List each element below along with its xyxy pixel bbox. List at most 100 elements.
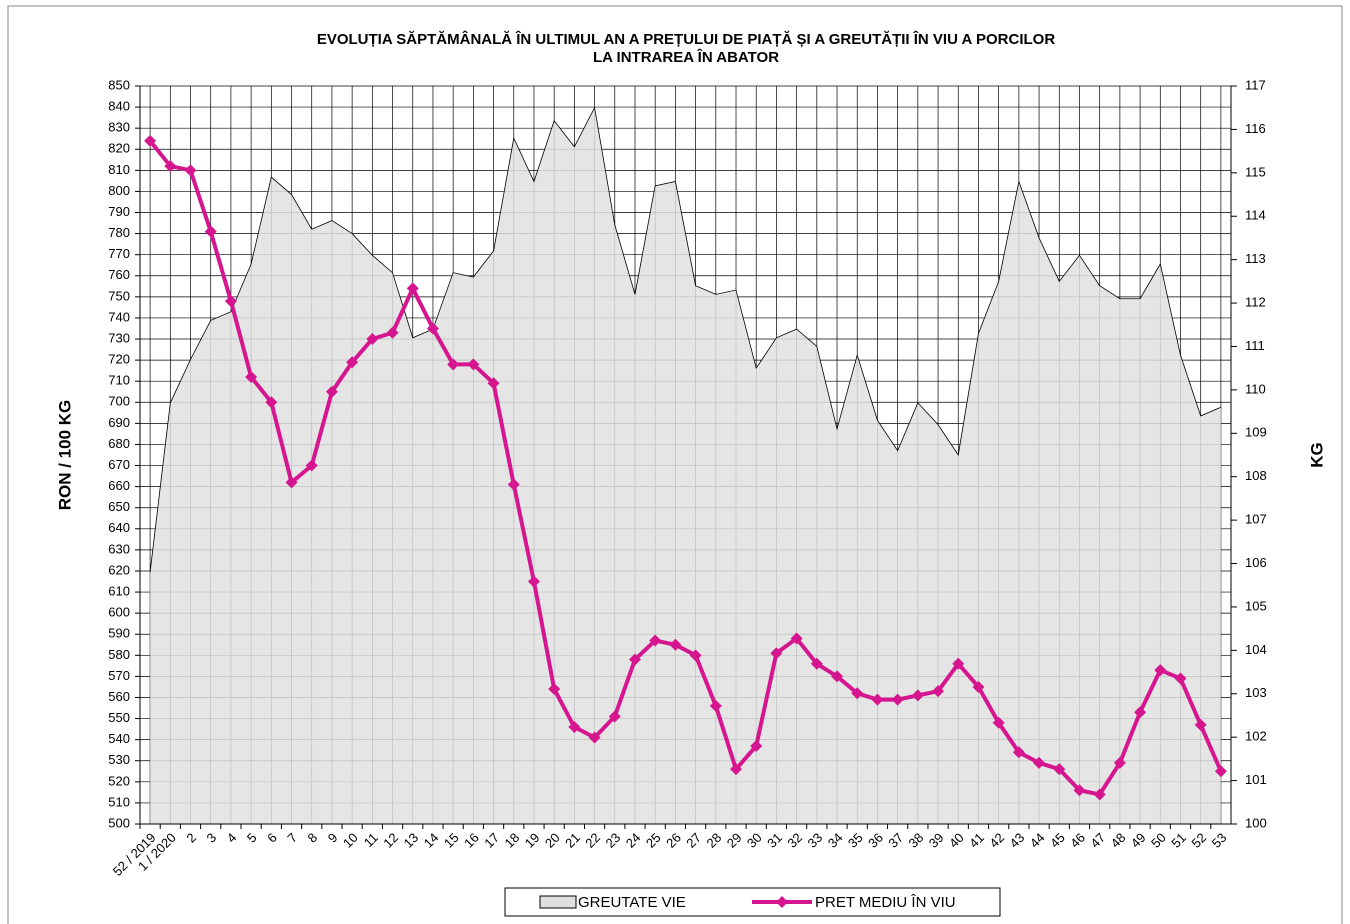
- y-tick-label: 580: [108, 647, 130, 662]
- x-tick-label: 53: [1209, 830, 1230, 851]
- marker: [810, 657, 823, 670]
- x-tick-label: 46: [1067, 830, 1088, 851]
- y-tick-label: 830: [108, 120, 130, 135]
- y2-tick-label: 111: [1245, 338, 1265, 353]
- x-tick-label: 11: [361, 830, 381, 850]
- marker: [245, 370, 258, 383]
- x-tick-label: 31: [764, 830, 785, 851]
- y2-tick-label: 104: [1245, 642, 1267, 657]
- marker: [346, 356, 359, 369]
- x-tick-label: 27: [683, 830, 704, 851]
- marker: [750, 739, 763, 752]
- y2-tick-label: 108: [1245, 468, 1267, 483]
- x-tick-label: 38: [906, 830, 927, 851]
- y-tick-label: 650: [108, 499, 130, 514]
- marker: [992, 716, 1005, 729]
- frame: [7, 5, 1343, 924]
- y2-tick-label: 115: [1245, 164, 1266, 179]
- x-tick-label: 12: [380, 830, 401, 851]
- x-tick-label: 8: [305, 830, 321, 846]
- y-tick-label: 690: [108, 415, 130, 430]
- x-tick-label: 17: [481, 830, 502, 851]
- x-tick-label: 48: [1108, 830, 1129, 851]
- marker: [467, 358, 480, 371]
- x-tick-label: 24: [623, 830, 644, 851]
- y2-tick-label: 107: [1245, 512, 1267, 527]
- marker: [1134, 706, 1147, 719]
- y-tick-label: 710: [108, 373, 130, 388]
- marker: [871, 693, 884, 706]
- y2-tick-label: 109: [1245, 425, 1267, 440]
- marker: [548, 683, 561, 696]
- y-tick-label: 590: [108, 626, 130, 641]
- x-tick-label: 33: [805, 830, 826, 851]
- x-tick-label: 2: [183, 830, 199, 846]
- marker: [649, 634, 662, 647]
- y-tick-label: 750: [108, 288, 130, 303]
- marker: [1214, 765, 1227, 778]
- marker: [628, 653, 641, 666]
- marker: [770, 647, 783, 660]
- marker: [426, 322, 439, 335]
- y-tick-label: 840: [108, 99, 130, 114]
- y-tick-label: 550: [108, 710, 130, 725]
- x-tick-label: 49: [1128, 830, 1149, 851]
- x-tick-label: 10: [340, 830, 361, 851]
- y-tick-label: 760: [108, 267, 130, 282]
- y-tick-label: 540: [108, 731, 130, 746]
- marker: [305, 459, 318, 472]
- legend-swatch: [539, 895, 577, 909]
- x-tick-label: 22: [582, 830, 603, 851]
- y-tick-label: 720: [108, 352, 130, 367]
- axes: 5005105205305405505605705805906006106206…: [108, 77, 1266, 878]
- marker: [689, 649, 702, 662]
- x-tick-label: 34: [825, 830, 846, 851]
- x-tick-label: 16: [461, 830, 482, 851]
- y-tick-label: 850: [108, 77, 130, 92]
- legend-label: GREUTATE VIE: [578, 894, 686, 911]
- x-tick-label: 45: [1047, 830, 1068, 851]
- y-tick-label: 730: [108, 330, 130, 345]
- x-tick-label: 5: [244, 830, 260, 846]
- marker: [1033, 756, 1046, 769]
- marker: [386, 326, 399, 339]
- marker: [224, 295, 237, 308]
- marker: [204, 225, 217, 238]
- marker: [325, 385, 338, 398]
- y2-tick-label: 113: [1245, 251, 1266, 266]
- marker: [669, 638, 682, 651]
- x-tick-label: 19: [522, 830, 543, 851]
- marker: [1174, 672, 1187, 685]
- marker: [1154, 664, 1167, 677]
- marker: [730, 763, 743, 776]
- x-tick-label: 44: [1027, 830, 1048, 851]
- x-tick-label: 13: [400, 830, 421, 851]
- marker: [1012, 746, 1025, 759]
- x-tick-label: 42: [986, 830, 1007, 851]
- y-tick-label: 670: [108, 457, 130, 472]
- marker: [447, 358, 460, 371]
- y-tick-label: 810: [108, 162, 130, 177]
- y2-tick-label: 114: [1245, 208, 1266, 223]
- y2-tick-label: 100: [1245, 815, 1267, 830]
- y-tick-label: 530: [108, 752, 130, 767]
- marker: [487, 377, 500, 390]
- marker: [144, 134, 157, 147]
- marker: [891, 693, 904, 706]
- y-tick-label: 630: [108, 541, 130, 556]
- marker: [831, 670, 844, 683]
- y2-tick-label: 110: [1245, 381, 1266, 396]
- y-tick-label: 790: [108, 204, 130, 219]
- marker: [608, 710, 621, 723]
- y-tick-label: 500: [108, 815, 130, 830]
- x-tick-label: 40: [946, 830, 967, 851]
- y-tick-label: 780: [108, 225, 130, 240]
- legend-marker: [776, 896, 788, 908]
- x-tick-label: 39: [926, 830, 947, 851]
- x-tick-label: 9: [325, 830, 341, 846]
- x-tick-label: 37: [885, 830, 906, 851]
- marker: [911, 689, 924, 702]
- y-axis-label: RON / 100 KG: [55, 400, 74, 511]
- y-tick-label: 620: [108, 562, 130, 577]
- y-tick-label: 800: [108, 183, 130, 198]
